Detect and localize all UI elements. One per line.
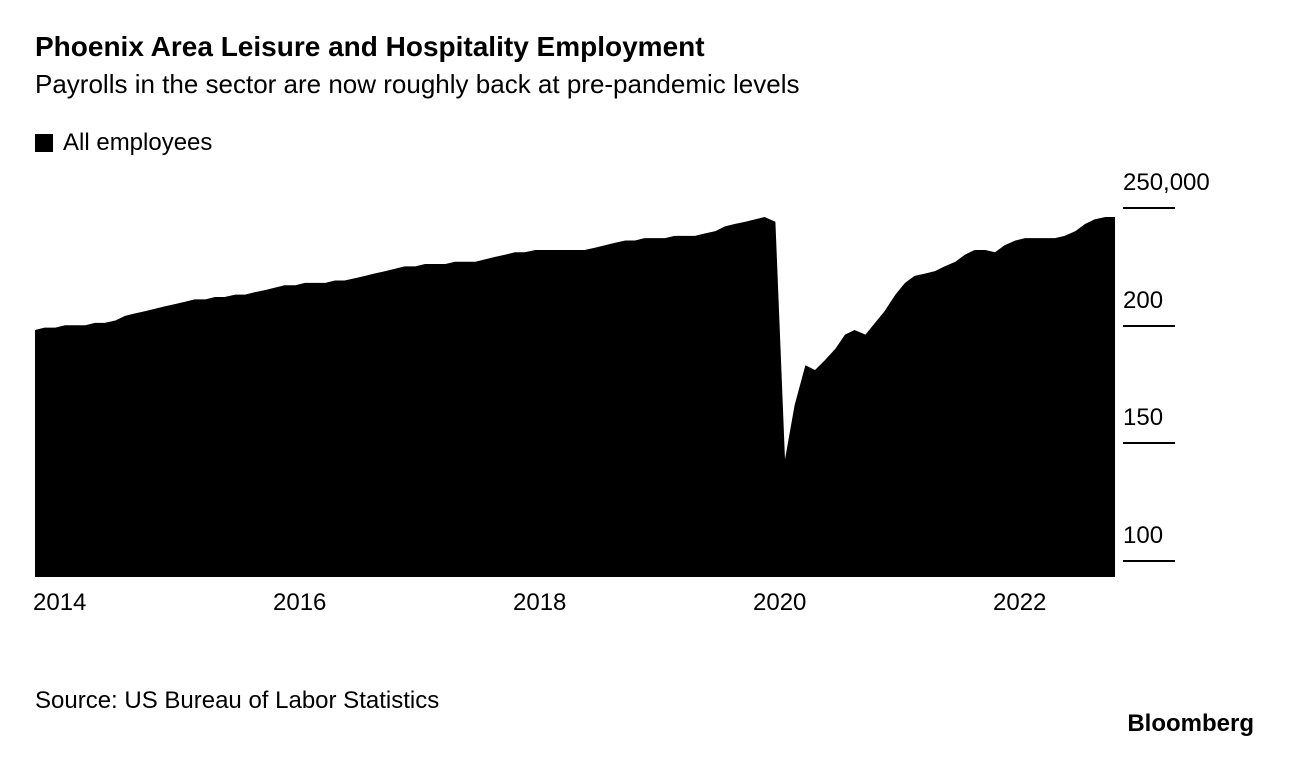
legend-swatch [35,134,53,152]
brand-label: Bloomberg [1127,710,1254,738]
x-tick-label: 2016 [273,589,326,617]
y-tick-mark [1123,207,1175,209]
y-tick-mark [1123,560,1175,562]
chart-title: Phoenix Area Leisure and Hospitality Emp… [35,30,1254,64]
x-tick-label: 2018 [513,589,566,617]
y-tick: 250,000 [1123,189,1210,209]
source-text: Source: US Bureau of Labor Statistics [35,687,1254,715]
plot-area [35,177,1115,577]
y-tick-label: 250,000 [1123,171,1210,195]
y-tick-label: 150 [1123,406,1163,430]
x-axis: 2014 2016 2018 2020 2022 [35,589,1115,619]
y-axis: 100 150 200 250,000 [1123,177,1253,577]
chart: 100 150 200 250,000 2014 2016 2018 2020 2022 [35,177,1255,617]
y-tick-label: 200 [1123,289,1163,313]
x-tick-label: 2014 [33,589,86,617]
x-tick-label: 2022 [993,589,1046,617]
y-tick-mark [1123,442,1175,444]
y-tick: 150 [1123,424,1175,444]
chart-subtitle: Payrolls in the sector are now roughly b… [35,68,1254,102]
y-tick-mark [1123,325,1175,327]
x-tick-label: 2020 [753,589,806,617]
y-tick: 200 [1123,307,1175,327]
legend-label: All employees [63,129,212,157]
y-tick-label: 100 [1123,524,1163,548]
legend: All employees [35,129,1254,157]
y-tick: 100 [1123,542,1175,562]
area-series [35,177,1115,577]
